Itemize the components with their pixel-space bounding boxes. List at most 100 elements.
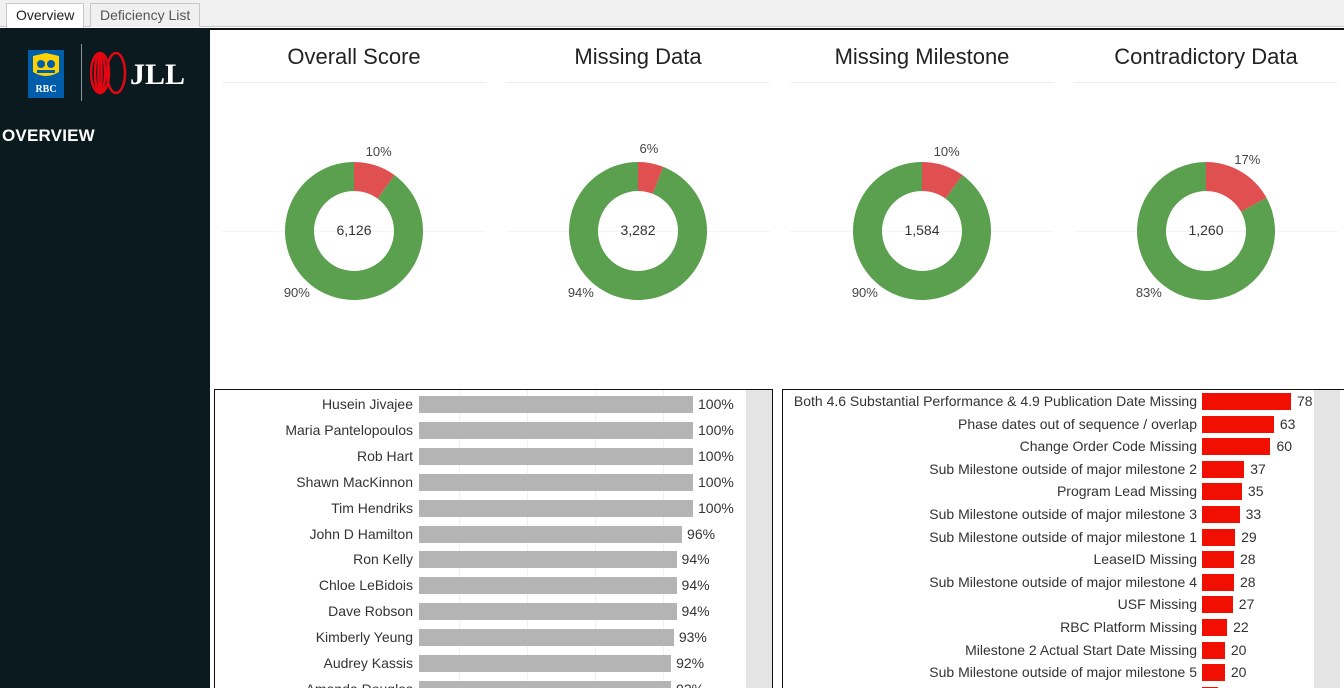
person-name: Shawn MacKinnon <box>296 473 413 490</box>
table-row[interactable]: Sub Milestone outside of major milestone… <box>783 662 1343 682</box>
deficiency-name: Sub Milestone outside of major milestone… <box>929 528 1197 545</box>
table-row[interactable]: Program Lead Missing 35 <box>783 481 1343 501</box>
score-bar[interactable] <box>419 655 672 672</box>
table-row[interactable]: Kimberly Yeung 93% <box>215 627 772 647</box>
deficiency-name: Sub Milestone outside of major milestone… <box>929 573 1197 590</box>
table-row[interactable]: Sub Milestone outside of major milestone… <box>783 572 1343 592</box>
table-row[interactable]: Dave Robson 94% <box>215 601 772 621</box>
deficiency-name: USF Missing <box>1117 596 1197 613</box>
deficiency-bar[interactable] <box>1202 619 1228 636</box>
table-row[interactable]: Shawn MacKinnon 100% <box>215 472 772 492</box>
donut-slice-complete[interactable] <box>569 162 707 301</box>
deficiency-bar[interactable] <box>1202 664 1225 682</box>
donut-slice-complete[interactable] <box>285 162 424 300</box>
score-bar[interactable] <box>419 499 693 517</box>
deficiency-bar[interactable] <box>1202 686 1218 688</box>
donut-total: 1,584 <box>904 222 940 238</box>
table-row[interactable]: Audrey Kassis 92% <box>215 653 772 673</box>
person-name: Ron Kelly <box>353 551 413 568</box>
table-row[interactable]: Sub Milestone outside of major milestone… <box>783 527 1343 547</box>
person-name: Dave Robson <box>328 603 413 620</box>
kpi-title: Contradictory Data <box>1114 44 1298 69</box>
deficiency-bar[interactable] <box>1202 528 1236 546</box>
score-bar[interactable] <box>419 629 674 647</box>
table-row[interactable]: Ron Kelly 94% <box>215 549 772 569</box>
deficiency-count: 20 <box>1230 641 1247 658</box>
table-row[interactable]: USF Missing 27 <box>783 594 1343 614</box>
deficiency-name: Sub Milestone outside of major milestone… <box>929 664 1197 681</box>
score-value: 100% <box>698 396 734 412</box>
score-value: 100% <box>698 421 734 438</box>
donut-chart <box>285 162 424 300</box>
person-name: Tim Hendriks <box>331 499 413 516</box>
table-row[interactable]: Sub Milestone outside of major milestone… <box>783 504 1343 524</box>
deficiency-bar[interactable] <box>1202 393 1291 410</box>
kpi-1: Missing Data 3,282 6% 94% <box>500 30 776 384</box>
table-row[interactable]: Maria Pantelopoulos 100% <box>215 420 772 440</box>
person-name: John D Hamilton <box>309 525 414 542</box>
score-bar[interactable] <box>419 447 693 465</box>
donut-label-complete: 94% <box>567 284 594 300</box>
people-score-chart: Husein Jivajee 100% Maria Pantelopoulos 100… <box>214 389 773 688</box>
score-value: 94% <box>681 551 710 568</box>
table-row[interactable] <box>783 685 1343 688</box>
people-scrollbar[interactable] <box>746 390 772 688</box>
table-row[interactable]: Rob Hart 100% <box>215 446 772 466</box>
deficiency-bar[interactable] <box>1202 506 1240 523</box>
person-name: Kimberly Yeung <box>315 629 413 646</box>
score-bar[interactable] <box>419 396 693 413</box>
table-row[interactable]: LeaseID Missing 28 <box>783 549 1343 569</box>
table-row[interactable]: Change Order Code Missing 60 <box>783 436 1343 456</box>
table-row[interactable]: Sub Milestone outside of major milestone… <box>783 459 1343 479</box>
deficiency-name: Sub Milestone outside of major milestone… <box>929 506 1197 522</box>
sidebar-nav-overview[interactable]: OVERVIEW <box>2 126 95 145</box>
deficiency-count-chart: Both 4.6 Substantial Performance & 4.9 P… <box>782 389 1344 688</box>
deficiency-bar[interactable] <box>1202 596 1233 614</box>
score-bar[interactable] <box>419 525 683 543</box>
donut-slice-deficient[interactable] <box>922 162 963 199</box>
person-name: Chloe LeBidois <box>318 577 413 594</box>
deficiency-scrollbar[interactable] <box>1314 390 1340 688</box>
sidebar: RBC JLL OVERVIEW <box>0 28 210 688</box>
table-row[interactable]: Amanda Douglas 92% <box>215 679 772 688</box>
table-row[interactable]: John D Hamilton 96% <box>215 524 772 544</box>
deficiency-bar[interactable] <box>1202 641 1225 659</box>
tab-overview[interactable]: Overview <box>6 3 85 28</box>
donut-label-complete: 83% <box>1135 284 1162 300</box>
deficiency-bar[interactable] <box>1202 438 1271 456</box>
deficiency-name: LeaseID Missing <box>1093 551 1198 568</box>
donut-slice-complete[interactable] <box>853 162 991 300</box>
donut-total: 6,126 <box>336 222 372 238</box>
deficiency-bar[interactable] <box>1202 483 1242 501</box>
table-row[interactable]: Husein Jivajee 100% <box>215 394 772 414</box>
score-bar[interactable] <box>419 551 677 569</box>
donut-chart <box>1137 162 1275 300</box>
table-row[interactable]: Phase dates out of sequence / overlap 63 <box>783 414 1343 434</box>
tab-deficiency-list[interactable]: Deficiency List <box>90 3 201 27</box>
score-bar[interactable] <box>419 421 693 439</box>
table-row[interactable]: Chloe LeBidois 94% <box>215 575 772 595</box>
score-bar[interactable] <box>419 473 693 491</box>
person-name: Husein Jivajee <box>321 396 413 412</box>
deficiency-bar[interactable] <box>1202 551 1234 569</box>
table-row[interactable]: Both 4.6 Substantial Performance & 4.9 P… <box>783 391 1343 411</box>
deficiency-bar[interactable] <box>1202 573 1234 591</box>
donut-slice-complete[interactable] <box>1137 162 1275 300</box>
table-row[interactable]: Tim Hendriks 100% <box>215 498 772 518</box>
deficiency-bar[interactable] <box>1202 460 1245 478</box>
donut-slice-deficient[interactable] <box>638 162 664 194</box>
deficiency-count: 29 <box>1241 528 1257 545</box>
donut-slice-deficient[interactable] <box>1206 162 1267 212</box>
deficiency-bar[interactable] <box>1202 415 1274 433</box>
logo-divider <box>81 44 82 101</box>
kpi-3: Contradictory Data 1,260 17% 83% <box>1068 30 1344 384</box>
table-row[interactable]: Milestone 2 Actual Start Date Missing 20 <box>783 640 1343 660</box>
score-bar[interactable] <box>419 603 677 621</box>
table-row[interactable]: RBC Platform Missing 22 <box>783 617 1343 637</box>
rbc-logo-text: RBC <box>35 84 56 95</box>
score-bar[interactable] <box>419 680 672 688</box>
score-bar[interactable] <box>419 577 677 595</box>
donut-slice-deficient[interactable] <box>354 162 395 199</box>
person-name: Maria Pantelopoulos <box>285 421 413 438</box>
tab-bar: Overview Deficiency List <box>0 0 1344 28</box>
